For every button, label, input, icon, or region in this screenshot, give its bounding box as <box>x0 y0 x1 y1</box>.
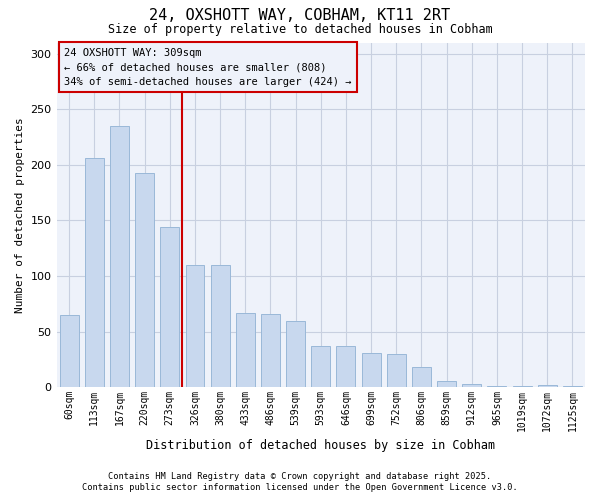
Bar <box>110 126 129 388</box>
Text: Contains HM Land Registry data © Crown copyright and database right 2025.: Contains HM Land Registry data © Crown c… <box>109 472 491 481</box>
Bar <box>487 386 506 388</box>
Bar <box>437 380 456 388</box>
Bar <box>286 320 305 388</box>
Bar <box>59 315 79 388</box>
Bar <box>387 354 406 388</box>
Text: 24, OXSHOTT WAY, COBHAM, KT11 2RT: 24, OXSHOTT WAY, COBHAM, KT11 2RT <box>149 8 451 22</box>
Bar <box>311 346 330 388</box>
Text: 24 OXSHOTT WAY: 309sqm
← 66% of detached houses are smaller (808)
34% of semi-de: 24 OXSHOTT WAY: 309sqm ← 66% of detached… <box>64 48 352 88</box>
Bar <box>236 313 255 388</box>
Bar <box>85 158 104 388</box>
Bar <box>412 367 431 388</box>
Bar <box>135 172 154 388</box>
X-axis label: Distribution of detached houses by size in Cobham: Distribution of detached houses by size … <box>146 440 496 452</box>
Text: Size of property relative to detached houses in Cobham: Size of property relative to detached ho… <box>107 22 493 36</box>
Bar <box>337 346 355 388</box>
Bar <box>185 265 205 388</box>
Bar <box>512 386 532 388</box>
Bar <box>538 385 557 388</box>
Bar <box>261 314 280 388</box>
Bar <box>160 227 179 388</box>
Bar <box>463 384 481 388</box>
Bar <box>362 353 380 388</box>
Bar <box>563 386 582 388</box>
Text: Contains public sector information licensed under the Open Government Licence v3: Contains public sector information licen… <box>82 484 518 492</box>
Y-axis label: Number of detached properties: Number of detached properties <box>15 117 25 313</box>
Bar <box>211 265 230 388</box>
